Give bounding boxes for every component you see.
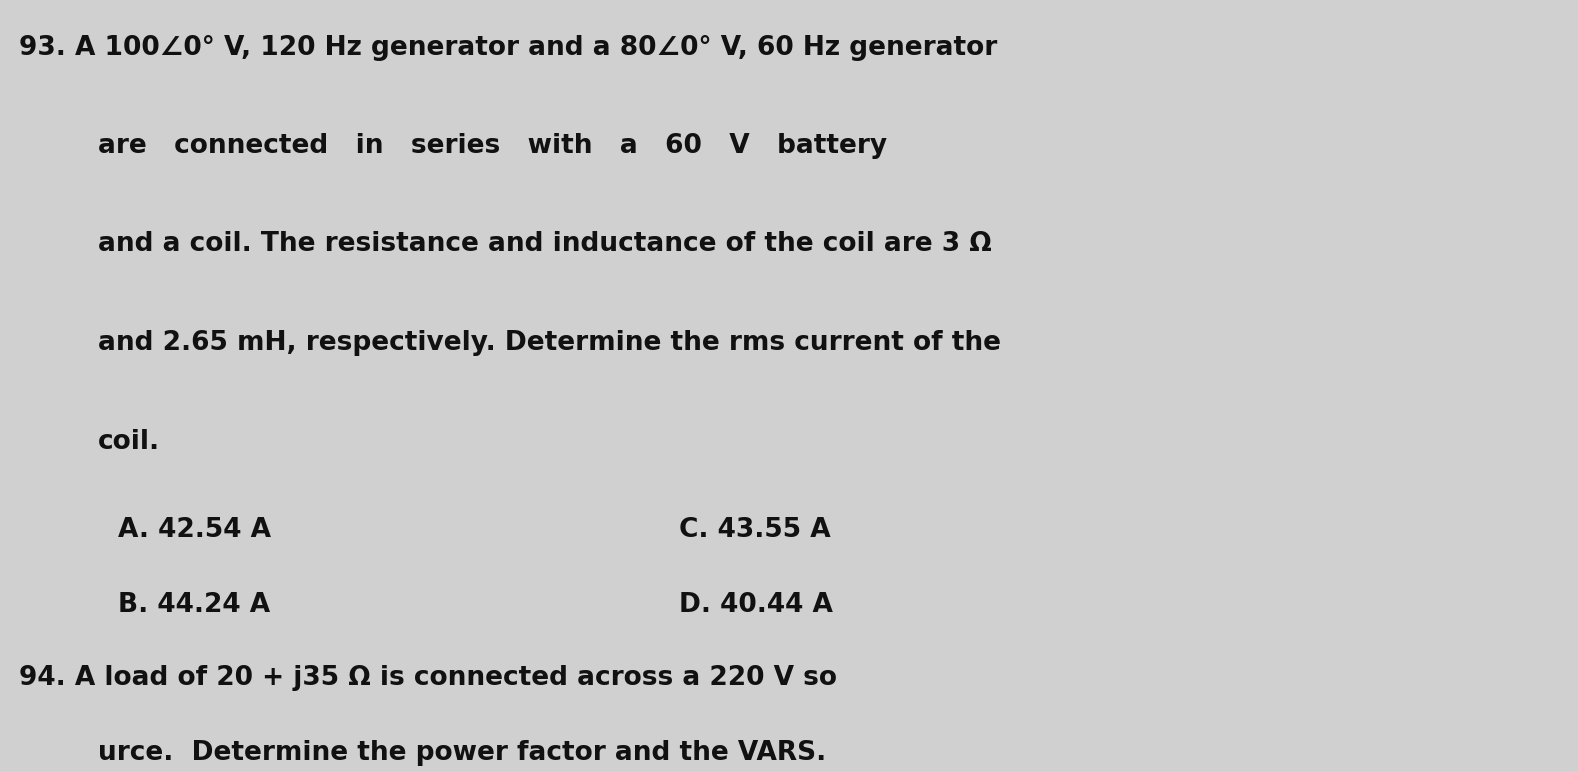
Text: A. 42.54 A: A. 42.54 A (118, 517, 271, 543)
Text: 94. A load of 20 + j35 Ω is connected across a 220 V so: 94. A load of 20 + j35 Ω is connected ac… (19, 665, 836, 691)
Text: and 2.65 mH, respectively. Determine the rms current of the: and 2.65 mH, respectively. Determine the… (98, 330, 1000, 356)
Text: 93. A 100∠0° V, 120 Hz generator and a 80∠0° V, 60 Hz generator: 93. A 100∠0° V, 120 Hz generator and a 8… (19, 35, 997, 61)
Text: B. 44.24 A: B. 44.24 A (118, 592, 270, 618)
Text: C. 43.55 A: C. 43.55 A (679, 517, 830, 543)
Text: coil.: coil. (98, 429, 159, 455)
Text: urce.  Determine the power factor and the VARS.: urce. Determine the power factor and the… (98, 740, 827, 766)
Text: and a coil. The resistance and inductance of the coil are 3 Ω: and a coil. The resistance and inductanc… (98, 231, 991, 258)
Text: are   connected   in   series   with   a   60   V   battery: are connected in series with a 60 V batt… (98, 133, 887, 159)
Text: D. 40.44 A: D. 40.44 A (679, 592, 833, 618)
